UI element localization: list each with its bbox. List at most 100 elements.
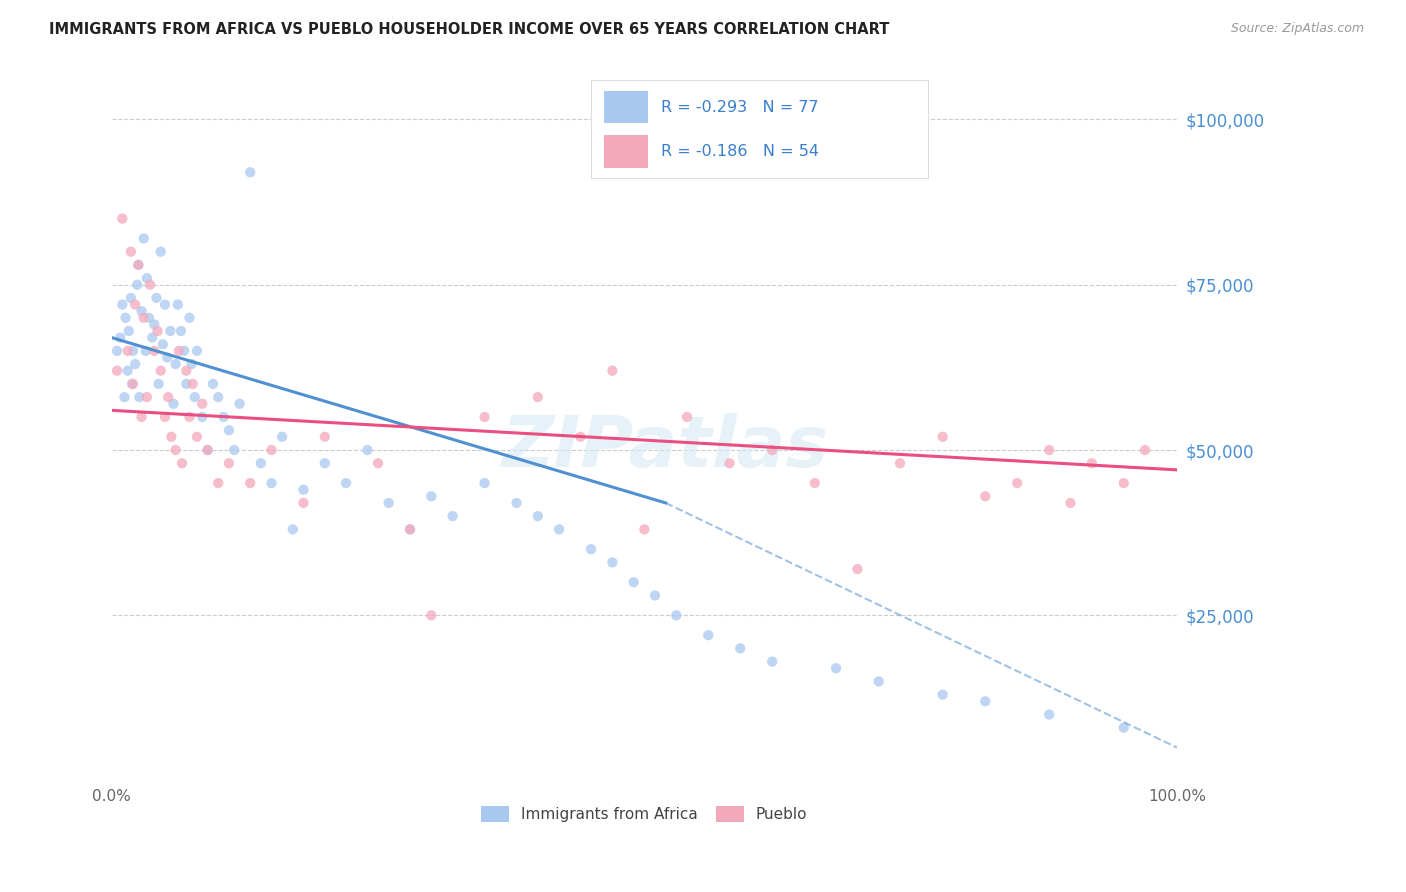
Point [186, 343, 208, 358]
Point [292, 496, 315, 510]
Point [114, 310, 136, 325]
Point [181, 376, 204, 391]
Point [207, 476, 229, 491]
Point [167, 343, 190, 358]
Point [761, 655, 783, 669]
Point [420, 489, 443, 503]
Point [135, 390, 157, 404]
Point [239, 476, 262, 491]
Point [145, 291, 167, 305]
Point [121, 376, 143, 391]
Point [314, 456, 336, 470]
Point [153, 297, 176, 311]
Point [527, 509, 550, 524]
Point [146, 324, 169, 338]
Point [825, 661, 848, 675]
Point [105, 364, 128, 378]
Point [527, 390, 550, 404]
Point [218, 423, 240, 437]
Point [1133, 443, 1156, 458]
Point [868, 674, 890, 689]
Point [131, 304, 153, 318]
Point [156, 351, 179, 365]
Point [124, 297, 146, 311]
Point [633, 522, 655, 536]
Point [207, 390, 229, 404]
Point [569, 430, 592, 444]
Point [846, 562, 869, 576]
Point [141, 330, 163, 344]
Text: R = -0.293   N = 77: R = -0.293 N = 77 [661, 100, 820, 115]
Point [157, 390, 180, 404]
Point [218, 456, 240, 470]
Point [1112, 476, 1135, 491]
Point [931, 688, 953, 702]
Point [1038, 707, 1060, 722]
Point [889, 456, 911, 470]
Point [122, 343, 145, 358]
Point [250, 456, 273, 470]
Point [602, 556, 624, 570]
Point [165, 443, 187, 458]
Point [122, 376, 145, 391]
Point [399, 522, 422, 536]
Point [761, 443, 783, 458]
Point [441, 509, 464, 524]
Text: ZIPatlas: ZIPatlas [502, 413, 830, 482]
Point [281, 522, 304, 536]
Point [239, 165, 262, 179]
Point [676, 409, 699, 424]
Point [224, 443, 246, 458]
Point [1038, 443, 1060, 458]
Point [131, 409, 153, 424]
Point [179, 409, 201, 424]
Point [505, 496, 527, 510]
Point [174, 376, 197, 391]
Point [271, 430, 294, 444]
Point [166, 297, 188, 311]
Point [165, 357, 187, 371]
FancyBboxPatch shape [605, 91, 648, 123]
Point [143, 343, 166, 358]
Point [138, 310, 160, 325]
Point [127, 258, 149, 272]
Point [117, 343, 139, 358]
Point [153, 409, 176, 424]
Point [377, 496, 399, 510]
Point [186, 430, 208, 444]
Point [127, 277, 149, 292]
Point [114, 390, 136, 404]
Point [117, 364, 139, 378]
Point [314, 430, 336, 444]
Text: IMMIGRANTS FROM AFRICA VS PUEBLO HOUSEHOLDER INCOME OVER 65 YEARS CORRELATION CH: IMMIGRANTS FROM AFRICA VS PUEBLO HOUSEHO… [49, 22, 890, 37]
Point [191, 397, 214, 411]
FancyBboxPatch shape [605, 136, 648, 168]
Point [548, 522, 571, 536]
Point [120, 244, 142, 259]
Point [228, 397, 250, 411]
Point [1112, 721, 1135, 735]
Point [623, 575, 645, 590]
Point [170, 456, 193, 470]
Point [1059, 496, 1081, 510]
Point [143, 318, 166, 332]
Point [974, 489, 997, 503]
Point [139, 277, 162, 292]
Point [602, 364, 624, 378]
Point [127, 258, 149, 272]
Point [162, 397, 184, 411]
Point [118, 324, 141, 338]
Point [128, 390, 150, 404]
Point [124, 357, 146, 371]
Point [159, 324, 181, 338]
Point [149, 364, 172, 378]
Point [149, 244, 172, 259]
Point [148, 376, 170, 391]
Point [335, 476, 357, 491]
Point [105, 343, 128, 358]
Point [697, 628, 720, 642]
Point [974, 694, 997, 708]
Point [132, 310, 155, 325]
Point [260, 476, 283, 491]
Point [120, 291, 142, 305]
